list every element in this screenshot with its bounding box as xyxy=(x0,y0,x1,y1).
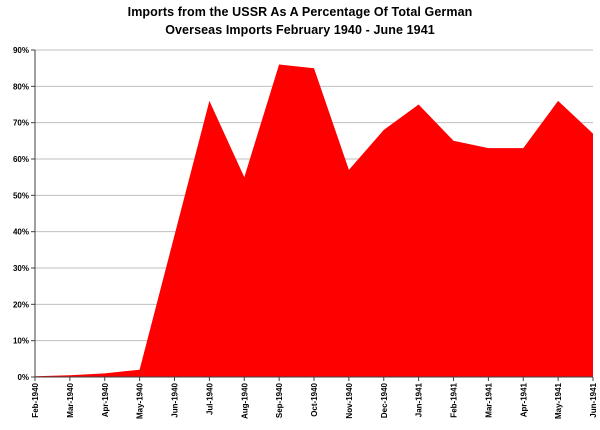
x-axis-label: Jun-1941 xyxy=(589,382,598,417)
x-axis-label: May-1941 xyxy=(554,382,563,419)
chart-title-line1: Imports from the USSR As A Percentage Of… xyxy=(127,5,473,19)
x-axis-label: Nov-1940 xyxy=(345,382,354,418)
x-axis-label: Aug-1940 xyxy=(240,382,249,419)
x-axis-label: Oct-1940 xyxy=(310,382,319,416)
y-axis-label: 10% xyxy=(13,337,29,346)
x-axis-label: Jun-1940 xyxy=(171,382,180,417)
x-axis-label: Apr-1941 xyxy=(519,382,528,417)
x-axis-label: Sep-1940 xyxy=(275,382,284,418)
x-axis-label: Apr-1940 xyxy=(101,382,110,417)
x-axis-label: Mar-1940 xyxy=(66,382,75,417)
y-axis-label: 50% xyxy=(13,191,29,200)
y-axis-label: 70% xyxy=(13,119,29,128)
x-axis-label: Mar-1941 xyxy=(484,382,493,417)
y-axis-label: 80% xyxy=(13,82,29,91)
area-series xyxy=(35,64,593,377)
y-axis-label: 30% xyxy=(13,264,29,273)
x-axis-label: Feb-1940 xyxy=(31,382,40,417)
chart-title-line2: Overseas Imports February 1940 - June 19… xyxy=(165,23,435,37)
x-axis-label: May-1940 xyxy=(136,382,145,419)
x-axis-label: Dec-1940 xyxy=(380,382,389,418)
x-axis-label: Jan-1941 xyxy=(415,382,424,417)
y-axis-label: 20% xyxy=(13,300,29,309)
y-axis-label: 40% xyxy=(13,228,29,237)
x-axis-label: Feb-1941 xyxy=(450,382,459,417)
x-axis-label: Jul-1940 xyxy=(205,382,214,415)
y-axis-label: 90% xyxy=(13,46,29,55)
y-axis-label: 60% xyxy=(13,155,29,164)
y-axis-label: 0% xyxy=(17,373,29,382)
chart-title: Imports from the USSR As A Percentage Of… xyxy=(0,3,600,39)
